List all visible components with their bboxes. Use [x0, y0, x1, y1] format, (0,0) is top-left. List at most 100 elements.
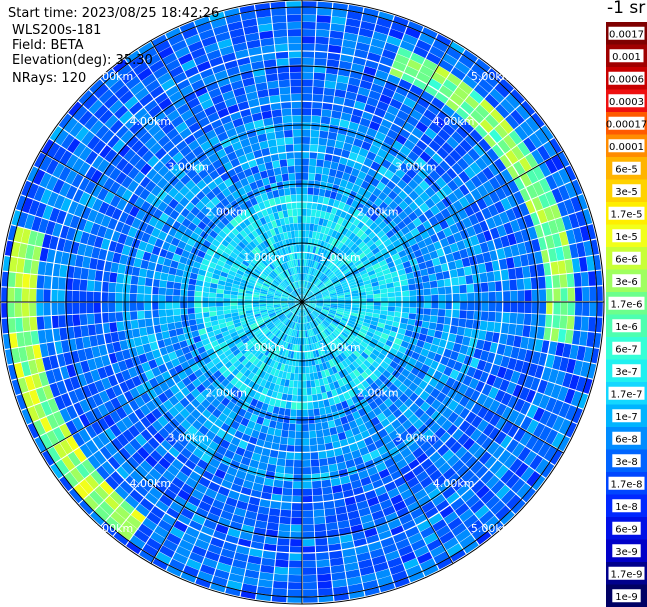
range-bin	[238, 440, 248, 450]
range-bin	[302, 309, 304, 317]
range-bin	[302, 79, 313, 87]
range-bin	[180, 419, 192, 430]
range-bin	[187, 296, 195, 302]
range-bin	[355, 93, 368, 104]
range-bin	[340, 352, 348, 360]
range-bin	[284, 310, 291, 316]
range-bin	[176, 214, 186, 224]
range-bin	[249, 197, 258, 206]
range-bin	[507, 165, 519, 179]
range-bin	[352, 246, 361, 254]
range-bin	[330, 477, 341, 487]
range-bin	[153, 317, 160, 326]
range-bin	[496, 224, 507, 237]
range-bin	[197, 570, 214, 583]
range-bin	[373, 293, 381, 298]
range-bin	[24, 375, 36, 391]
range-bin	[135, 249, 145, 260]
range-bin	[260, 309, 268, 314]
range-bin	[515, 267, 524, 279]
range-bin	[65, 185, 78, 200]
range-bin	[212, 225, 222, 235]
range-bin	[302, 481, 312, 489]
range-bin	[430, 181, 442, 193]
range-bin	[320, 370, 327, 378]
range-bin	[260, 425, 269, 434]
range-bin	[325, 260, 331, 268]
range-bin	[218, 318, 226, 325]
range-bin	[142, 543, 159, 558]
range-bin	[266, 341, 273, 349]
range-bin	[337, 126, 348, 136]
range-bin	[566, 315, 575, 330]
range-bin	[346, 261, 354, 269]
range-bin	[351, 395, 360, 405]
range-bin	[63, 117, 78, 133]
range-bin	[352, 410, 361, 420]
range-bin	[115, 171, 128, 185]
range-bin	[250, 398, 259, 407]
range-bin	[167, 322, 176, 331]
range-bin	[404, 329, 413, 338]
range-bin	[531, 475, 546, 491]
range-bin	[63, 239, 73, 253]
range-bin	[102, 271, 111, 282]
range-bin	[220, 172, 230, 182]
range-bin	[494, 124, 508, 139]
range-bin	[302, 165, 309, 173]
range-bin	[334, 89, 347, 98]
range-bin	[341, 46, 355, 56]
range-bin	[335, 337, 343, 345]
range-bin	[232, 318, 241, 325]
range-bin	[318, 324, 325, 331]
range-bin	[128, 367, 138, 378]
range-bin	[258, 201, 266, 211]
range-bin	[193, 465, 205, 476]
range-bin	[455, 446, 468, 459]
range-bin	[212, 575, 228, 587]
range-bin	[370, 320, 379, 327]
range-bin	[49, 236, 59, 250]
range-bin	[246, 312, 254, 317]
range-bin	[531, 149, 545, 165]
range-bin	[414, 397, 425, 408]
range-bin	[175, 169, 187, 180]
range-bin	[346, 413, 355, 423]
range-bin	[302, 467, 312, 475]
range-bin	[258, 461, 268, 471]
range-bin	[408, 571, 425, 583]
range-bin	[267, 374, 274, 383]
range-bin	[302, 488, 313, 496]
range-bin	[145, 53, 161, 67]
range-bin	[270, 284, 278, 289]
range-bin	[343, 188, 352, 197]
range-bin	[129, 293, 137, 302]
range-bin	[382, 328, 391, 336]
range-bin	[273, 296, 281, 299]
range-bin	[179, 196, 190, 207]
range-bin	[319, 313, 326, 319]
range-bin	[220, 197, 230, 208]
range-bin	[185, 403, 196, 414]
range-bin	[263, 396, 271, 405]
range-bin	[324, 507, 336, 517]
range-bin	[148, 105, 162, 118]
range-bin	[339, 438, 349, 447]
range-bin	[116, 433, 129, 447]
range-bin	[266, 168, 275, 177]
range-bin	[293, 337, 297, 345]
range-bin	[354, 433, 363, 442]
range-bin	[147, 437, 160, 450]
range-bin	[202, 302, 209, 308]
range-bin	[545, 191, 557, 206]
range-bin	[32, 344, 42, 359]
range-bin	[306, 202, 313, 210]
range-bin	[382, 225, 391, 234]
range-bin	[343, 489, 354, 498]
range-bin	[229, 239, 238, 248]
range-bin	[302, 380, 307, 388]
range-bin	[465, 319, 474, 329]
range-bin	[260, 273, 268, 279]
range-bin	[270, 351, 276, 360]
range-bin	[385, 340, 393, 347]
